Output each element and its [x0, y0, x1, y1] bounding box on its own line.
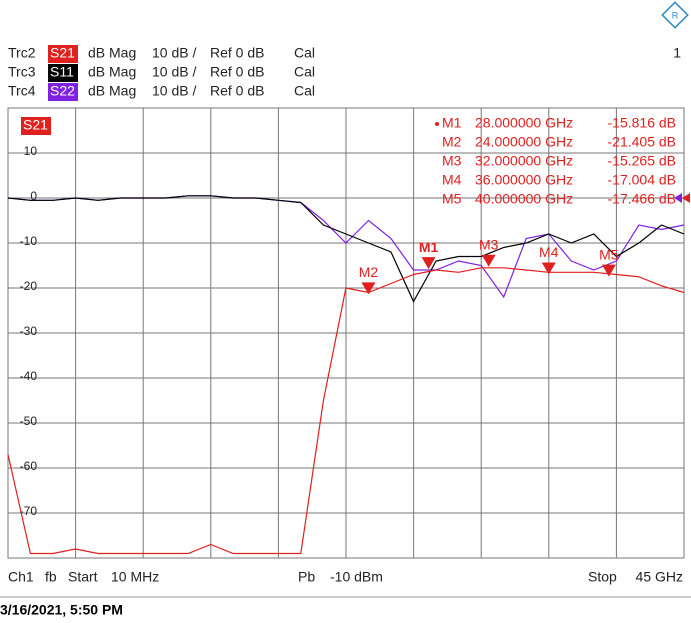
marker-table-value: -15.816 dB	[608, 115, 677, 131]
marker-table-name: M3	[442, 153, 462, 169]
marker-name: M5	[599, 246, 619, 262]
active-trace-label: S21	[23, 117, 48, 133]
footer-stop: 45 GHz	[636, 569, 683, 585]
trace-line	[7, 267, 685, 555]
marker-table-value: -21.405 dB	[608, 134, 677, 150]
marker-table-value: -17.466 dB	[608, 191, 677, 207]
y-tick-label: -60	[20, 459, 38, 473]
ref-arrow	[674, 193, 682, 203]
marker	[361, 282, 376, 295]
trace-param: S22	[50, 83, 75, 99]
marker-table-name: M2	[442, 134, 462, 150]
marker-name: M3	[479, 236, 499, 252]
footer-start: 10 MHz	[111, 569, 159, 585]
marker	[481, 254, 496, 267]
marker-table-x: 40.000000 GHz	[475, 191, 573, 207]
svg-text:R: R	[672, 10, 679, 20]
y-tick-label: -10	[20, 234, 38, 248]
trace-name: Trc3	[8, 64, 36, 80]
footer-start-label: Start	[68, 569, 98, 585]
trace-cal: Cal	[294, 45, 315, 61]
footer-power-label: Pb	[298, 569, 315, 585]
y-tick-label: -50	[20, 414, 38, 428]
trace-param: S21	[50, 45, 75, 61]
y-tick-label: -40	[20, 369, 38, 383]
logo: R	[661, 1, 689, 29]
footer-channel: Ch1	[8, 569, 34, 585]
trace-cal: Cal	[294, 64, 315, 80]
marker-table-value: -17.004 dB	[608, 172, 677, 188]
trace-badge	[48, 83, 78, 101]
trace-scale: 10 dB /	[152, 64, 196, 80]
trace-scale: 10 dB /	[152, 45, 196, 61]
y-tick-label: -30	[20, 324, 38, 338]
y-tick-label: 10	[24, 144, 38, 158]
trace-badge	[48, 45, 78, 63]
active-trace-badge	[21, 117, 51, 135]
marker-name: M2	[359, 264, 379, 280]
marker-table-x: 32.000000 GHz	[475, 153, 573, 169]
trace-ref: Ref 0 dB	[210, 45, 264, 61]
y-tick-label: -70	[20, 504, 38, 518]
marker	[421, 257, 436, 270]
trace-ref: Ref 0 dB	[210, 83, 264, 99]
marker-table-name: M4	[442, 172, 462, 188]
trace-cal: Cal	[294, 83, 315, 99]
marker-table-name: M1	[442, 115, 462, 131]
marker-table-value: -15.265 dB	[608, 153, 677, 169]
marker	[601, 264, 616, 277]
marker-name: M4	[539, 244, 559, 260]
trace-format: dB Mag	[88, 45, 136, 61]
footer-mode: fb	[45, 569, 57, 585]
footer-power: -10 dBm	[330, 569, 383, 585]
trace-name: Trc4	[8, 83, 36, 99]
timestamp: 3/16/2021, 5:50 PM	[0, 602, 123, 618]
marker-table-x: 24.000000 GHz	[475, 134, 573, 150]
trace-format: dB Mag	[88, 64, 136, 80]
marker-table-x: 36.000000 GHz	[475, 172, 573, 188]
trace-name: Trc2	[8, 45, 36, 61]
marker-table-x: 28.000000 GHz	[475, 115, 573, 131]
y-tick-label: -20	[20, 279, 38, 293]
marker-table-name: M5	[442, 191, 462, 207]
ref-arrow	[682, 193, 690, 203]
trace-badge	[48, 64, 78, 82]
active-marker-dot	[435, 122, 439, 126]
y-tick-label: 0	[30, 189, 37, 203]
trace-param: S11	[50, 64, 74, 80]
marker	[541, 262, 556, 275]
channel-number: 1	[673, 45, 681, 61]
trace-line	[7, 195, 685, 303]
marker-name: M1	[419, 239, 439, 255]
trace-ref: Ref 0 dB	[210, 64, 264, 80]
footer-stop-label: Stop	[588, 569, 617, 585]
trace-scale: 10 dB /	[152, 83, 196, 99]
trace-format: dB Mag	[88, 83, 136, 99]
